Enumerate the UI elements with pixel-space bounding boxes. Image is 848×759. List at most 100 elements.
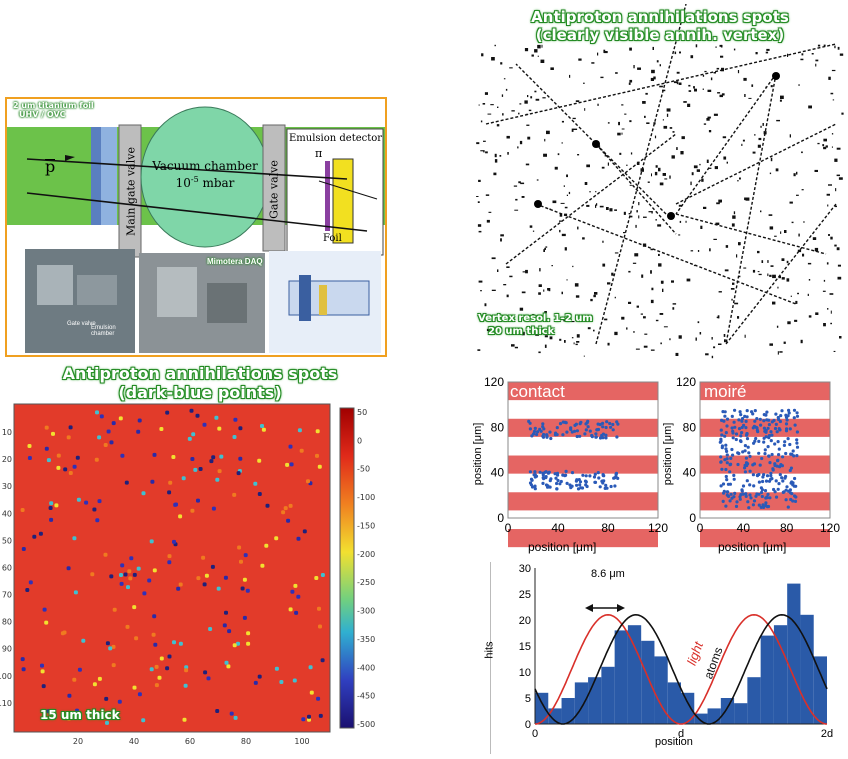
fringe-point [744, 492, 748, 496]
vertex-point [772, 72, 780, 80]
vertex-speck [530, 331, 532, 334]
fringe-point [548, 485, 552, 489]
vertex-speck [724, 269, 729, 272]
heatmap-spot [318, 624, 322, 629]
vertex-speck [779, 99, 782, 102]
fringe-point [744, 494, 748, 498]
heatmap-spot [317, 464, 322, 469]
vertex-speck [491, 57, 495, 61]
fringe-point [727, 494, 731, 498]
vertex-speck [650, 349, 655, 351]
heatmap-spot [81, 638, 86, 643]
fringe-point [595, 428, 599, 432]
vertex-speck [830, 92, 834, 95]
vertex-speck [635, 224, 637, 228]
fringe-point [613, 484, 617, 488]
vertex-title: Antiproton annihilations spots (clearly … [531, 8, 789, 44]
vertex-speck [796, 194, 799, 196]
heatmap-spot [20, 508, 25, 512]
fringe-point [546, 485, 550, 489]
fringe-point [740, 431, 744, 435]
vertex-speck [731, 223, 735, 227]
heatmap-spot [99, 414, 104, 419]
heatmap-spot [219, 454, 224, 459]
vertex-speck [748, 97, 752, 99]
heatmap-title: Antiproton annihilations spots (dark-blu… [62, 364, 338, 402]
heatmap-spot [285, 462, 290, 467]
vertex-speck [678, 82, 682, 85]
colorbar-tick: -300 [357, 607, 375, 616]
vertex-speck [776, 325, 779, 328]
heatmap-spot [72, 677, 77, 682]
vertex-speck [737, 180, 739, 182]
fringe-point [771, 467, 775, 471]
fringe-point [793, 476, 797, 481]
vertex-speck [811, 53, 814, 55]
vertex-speck [611, 272, 614, 276]
heatmap-spot [189, 408, 194, 413]
vertex-speck [798, 233, 800, 237]
vertex-speck [563, 185, 565, 187]
heatmap-ytick: 20 [2, 455, 12, 464]
heatmap-spot [173, 502, 178, 507]
heatmap-spot [242, 577, 247, 582]
heatmap-ytick: 50 [2, 536, 12, 545]
fringe-point [609, 484, 613, 489]
fringe-point [545, 435, 549, 439]
fringe-point [795, 438, 799, 442]
vertex-speck [483, 150, 485, 153]
vertex-speck [760, 210, 762, 213]
fringe-point [584, 480, 588, 484]
heatmap-spot [239, 559, 243, 564]
vertex-speck [525, 163, 530, 166]
heatmap-spot [77, 667, 82, 672]
fringe-point [527, 419, 531, 423]
fringe-label-moire: moiré [704, 382, 747, 401]
hist-xlabel: position [655, 736, 693, 748]
fringe-point [730, 414, 734, 418]
hist-bar [535, 692, 549, 724]
fringe-point [792, 484, 796, 488]
heatmap-spot [318, 713, 323, 718]
fringe-point [719, 455, 723, 459]
fringe-point [769, 474, 773, 478]
heatmap-spot [141, 491, 146, 496]
vertex-speck [827, 308, 829, 310]
fringe-point [755, 417, 759, 421]
vertex-speck [669, 127, 673, 129]
vertex-speck [564, 247, 567, 251]
heatmap-spot [308, 665, 313, 670]
fringe-point [575, 478, 579, 482]
vertex-speck [784, 230, 787, 233]
hist-ytick: 20 [519, 615, 531, 627]
vertex-speck [528, 109, 532, 112]
heatmap-spot [316, 696, 321, 701]
heatmap-spot [67, 716, 71, 721]
vertex-speck [778, 275, 781, 279]
fringe-point [765, 410, 769, 414]
fringe-point [722, 489, 726, 493]
vertex-speck [666, 108, 671, 112]
hist-bar [681, 692, 695, 724]
vertex-track [515, 63, 667, 215]
heatmap-spots [20, 408, 325, 725]
fringe-point [745, 415, 749, 419]
vertex-speck [800, 339, 803, 344]
heatmap-spot [92, 682, 97, 687]
vertex-speck [651, 69, 655, 74]
fringe-point [785, 427, 789, 431]
vertex-speck [817, 142, 820, 145]
vertex-speck [628, 82, 631, 85]
fringe-point [744, 419, 748, 423]
vertex-speck [797, 292, 799, 295]
colorbar-tick: -250 [357, 578, 375, 587]
vertex-speck [717, 92, 721, 94]
heatmap-spot [294, 610, 299, 615]
heatmap-spot [153, 642, 158, 647]
fringe-point [738, 410, 742, 414]
heatmap-spot [97, 676, 102, 681]
heatmap-spot [261, 427, 266, 432]
vertex-speck [491, 289, 496, 291]
fringe-frame [699, 381, 831, 519]
vertex-speck [607, 282, 611, 285]
